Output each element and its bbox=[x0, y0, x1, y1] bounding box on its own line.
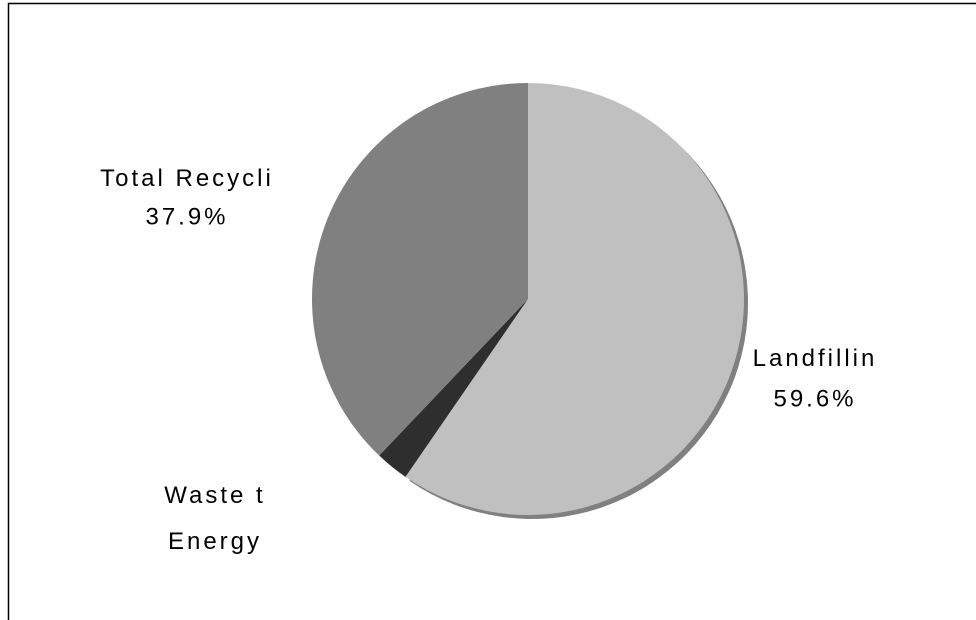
value-label: 59.6% bbox=[773, 385, 856, 412]
pie-slice bbox=[405, 83, 744, 515]
pie-slice bbox=[379, 299, 528, 477]
category-label: Landfillin bbox=[753, 345, 878, 372]
category-label: Waste t Energy bbox=[164, 482, 265, 555]
value-label: 37.9% bbox=[145, 203, 228, 230]
pie-slice bbox=[312, 83, 528, 456]
category-label: Total Recycli bbox=[100, 165, 274, 192]
